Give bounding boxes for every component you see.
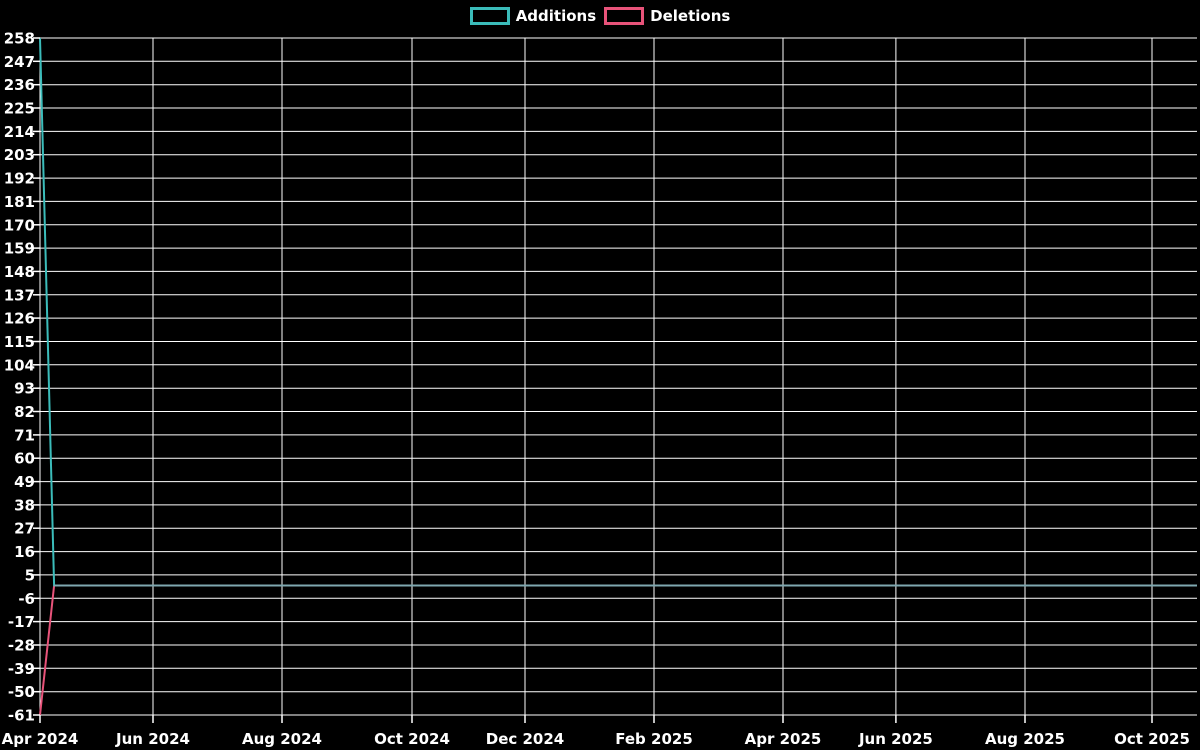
x-tick-label: Aug 2024 <box>242 730 322 748</box>
deletions-line <box>39 584 1197 716</box>
deletions-legend-swatch <box>604 7 645 25</box>
y-tick-label: 137 <box>4 286 35 304</box>
x-tick-label: Feb 2025 <box>615 730 693 748</box>
x-tick-label: Jun 2024 <box>115 730 190 748</box>
x-tick-label: Oct 2025 <box>1114 730 1190 748</box>
y-tick-label: -61 <box>8 707 35 725</box>
y-tick-label: 104 <box>4 356 35 374</box>
y-tick-label: 225 <box>4 100 35 118</box>
y-tick-label: 38 <box>14 496 35 514</box>
y-tick-label: 16 <box>14 543 35 561</box>
additions-line <box>39 37 1197 587</box>
y-tick-label: 236 <box>4 76 35 94</box>
y-tick-label: -28 <box>8 637 35 655</box>
deletions-legend-label: Deletions <box>650 7 731 25</box>
additions-legend-swatch <box>469 7 510 25</box>
y-tick-label: 170 <box>4 216 35 234</box>
y-tick-label: 60 <box>14 450 35 468</box>
x-tick-label: Apr 2024 <box>2 730 79 748</box>
y-tick-label: -6 <box>18 590 35 608</box>
y-tick-label: -50 <box>8 683 35 701</box>
y-tick-label: 93 <box>14 380 35 398</box>
x-tick-label: Aug 2025 <box>985 730 1065 748</box>
legend-item-additions[interactable]: Additions <box>469 7 597 25</box>
y-tick-label: 181 <box>4 193 35 211</box>
x-tick-label: Jun 2025 <box>858 730 933 748</box>
y-tick-label: 258 <box>4 30 35 48</box>
y-tick-label: 27 <box>14 520 35 538</box>
y-tick-label: 159 <box>4 240 35 258</box>
x-tick-label: Apr 2025 <box>745 730 822 748</box>
y-tick-label: 5 <box>25 566 35 584</box>
y-tick-label: 82 <box>14 403 35 421</box>
y-tick-label: 49 <box>14 473 35 491</box>
legend-item-deletions[interactable]: Deletions <box>604 7 730 25</box>
y-tick-label: -17 <box>8 613 35 631</box>
additions-legend-label: Additions <box>515 7 597 25</box>
chart-legend: Additions Deletions <box>0 7 1200 25</box>
y-tick-label: 148 <box>4 263 35 281</box>
y-tick-label: 71 <box>14 426 35 444</box>
y-tick-label: -39 <box>8 660 35 678</box>
x-tick-label: Oct 2024 <box>374 730 450 748</box>
y-tick-label: 214 <box>4 123 35 141</box>
y-tick-label: 247 <box>4 53 35 71</box>
y-tick-label: 126 <box>4 310 35 328</box>
y-tick-label: 192 <box>4 170 35 188</box>
y-tick-label: 203 <box>4 146 35 164</box>
x-tick-label: Dec 2024 <box>486 730 565 748</box>
y-tick-label: 115 <box>4 333 35 351</box>
